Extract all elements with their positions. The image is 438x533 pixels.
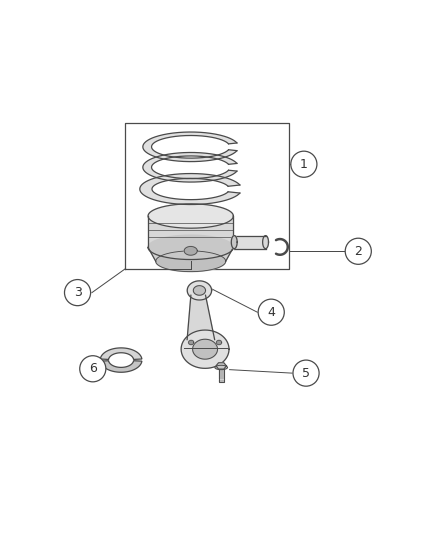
- Polygon shape: [100, 361, 142, 372]
- Circle shape: [64, 279, 91, 305]
- Text: 3: 3: [74, 286, 81, 299]
- Polygon shape: [187, 281, 212, 300]
- Text: 2: 2: [354, 245, 362, 258]
- Polygon shape: [188, 340, 194, 345]
- Text: 6: 6: [89, 362, 97, 375]
- Text: 4: 4: [267, 306, 275, 319]
- Polygon shape: [216, 340, 222, 345]
- Polygon shape: [143, 132, 237, 161]
- Text: 1: 1: [300, 158, 308, 171]
- Polygon shape: [140, 174, 240, 205]
- Polygon shape: [193, 339, 218, 359]
- Polygon shape: [148, 216, 233, 247]
- Text: 5: 5: [302, 367, 310, 379]
- Circle shape: [291, 151, 317, 177]
- Polygon shape: [216, 363, 226, 369]
- Polygon shape: [187, 295, 215, 340]
- Polygon shape: [148, 204, 233, 228]
- Polygon shape: [148, 247, 233, 261]
- Polygon shape: [231, 236, 237, 249]
- Polygon shape: [184, 246, 197, 255]
- Circle shape: [345, 238, 371, 264]
- Polygon shape: [234, 236, 265, 249]
- Polygon shape: [100, 348, 142, 359]
- Polygon shape: [215, 365, 227, 370]
- Polygon shape: [263, 236, 268, 249]
- Polygon shape: [143, 152, 237, 182]
- Circle shape: [293, 360, 319, 386]
- Polygon shape: [219, 369, 224, 382]
- Polygon shape: [181, 330, 229, 368]
- Polygon shape: [156, 251, 226, 272]
- Circle shape: [80, 356, 106, 382]
- Polygon shape: [193, 286, 205, 295]
- Circle shape: [258, 299, 284, 325]
- Polygon shape: [148, 235, 233, 260]
